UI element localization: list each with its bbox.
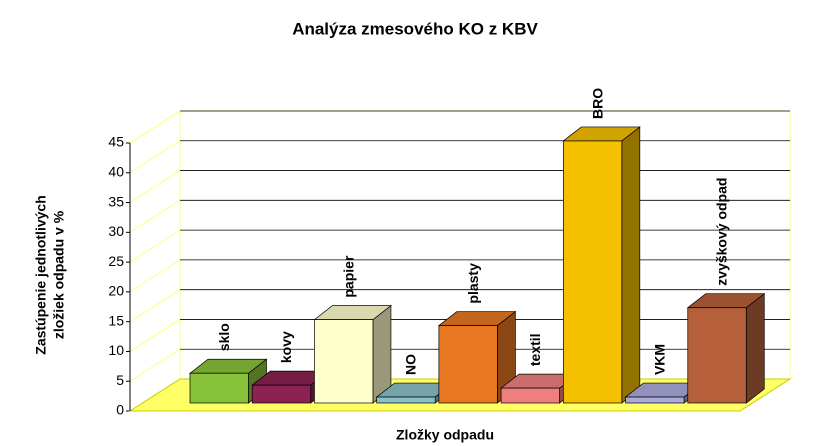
y-tick-label: 15: [108, 312, 124, 328]
grid-line: [129, 319, 181, 352]
y-tick-label: 10: [108, 342, 124, 358]
chart-title: Analýza zmesového KO z KBV: [292, 19, 538, 38]
y-axis-label: Zastúpenie jednotlivých: [33, 195, 49, 354]
grid-line: [129, 229, 181, 263]
bar-label: VKM: [652, 344, 668, 375]
grid-line: [129, 170, 181, 203]
grid-line: [129, 289, 181, 323]
grid-line: [129, 140, 181, 174]
grid-line: [129, 259, 181, 293]
y-tick-label: 30: [108, 223, 124, 239]
y-tick-label: 20: [108, 283, 124, 299]
grid-line: [129, 348, 181, 382]
y-tick-label: 5: [116, 372, 124, 388]
bar-label: textil: [527, 333, 543, 366]
bar-label: papier: [340, 255, 356, 298]
y-tick-label: 45: [108, 134, 124, 150]
y-tick-label: 25: [108, 253, 124, 269]
bar: [687, 307, 747, 404]
grid-line: [129, 199, 181, 233]
y-tick-label: 35: [108, 193, 124, 209]
y-tick-label: 40: [108, 163, 124, 179]
bar-label: plasty: [465, 263, 481, 304]
bar: [625, 396, 685, 404]
bar: [189, 372, 249, 404]
bar-label: sklo: [216, 323, 232, 351]
bar-label: zvyškový odpad: [714, 178, 730, 286]
x-axis-label: Zložky odpadu: [396, 427, 494, 443]
y-axis-label: zložiek odpadu v %: [51, 210, 67, 339]
grid-line: [129, 110, 181, 144]
bar: [314, 319, 374, 404]
y-tick-label: 0: [116, 402, 124, 418]
bar-side: [745, 292, 765, 404]
bar-label: NO: [403, 354, 419, 375]
bar: [376, 396, 436, 404]
bar: [500, 387, 560, 404]
side-wall: [129, 110, 181, 412]
bar-label: BRO: [589, 88, 605, 119]
bar: [251, 384, 312, 404]
bar: [438, 325, 498, 404]
bar: [562, 140, 623, 404]
bar-side: [621, 126, 641, 404]
bar-label: kovy: [278, 331, 294, 363]
